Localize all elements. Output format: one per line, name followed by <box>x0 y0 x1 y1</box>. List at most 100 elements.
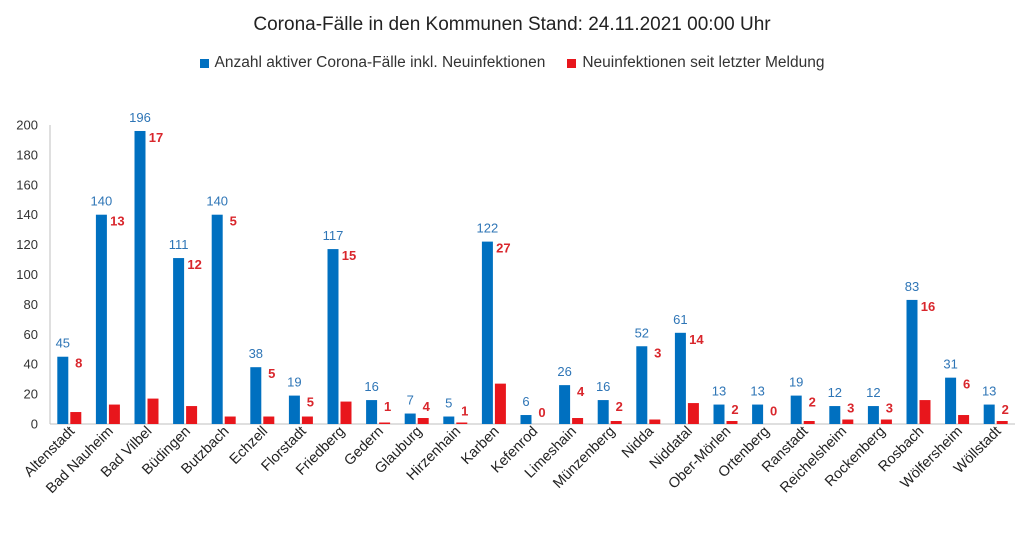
bar-new-infections <box>301 416 313 424</box>
bar-active-cases <box>713 404 725 424</box>
legend-label-active-cases: Anzahl aktiver Corona-Fälle inkl. Neuinf… <box>214 54 546 71</box>
y-tick-label: 80 <box>24 297 38 312</box>
data-label-new-infections: 5 <box>230 214 237 229</box>
data-label-active-cases: 26 <box>557 364 571 379</box>
data-label-new-infections: 5 <box>268 366 275 381</box>
y-tick-label: 120 <box>16 237 38 252</box>
bar-new-infections <box>379 422 391 424</box>
y-tick-label: 160 <box>16 177 38 192</box>
data-label-active-cases: 13 <box>982 384 996 399</box>
bar-active-cases <box>636 346 648 424</box>
data-label-active-cases: 83 <box>905 279 919 294</box>
bar-new-infections <box>842 419 854 424</box>
data-label-active-cases: 6 <box>522 394 529 409</box>
data-label-active-cases: 140 <box>206 194 228 209</box>
bar-active-cases <box>443 416 455 424</box>
bar-new-infections <box>958 415 970 424</box>
data-label-active-cases: 122 <box>477 221 499 236</box>
bar-active-cases <box>57 356 69 424</box>
bar-new-infections <box>340 401 352 424</box>
bar-new-infections <box>919 400 931 424</box>
legend-label-new-infections: Neuinfektionen seit letzter Meldung <box>582 54 825 71</box>
y-tick-label: 40 <box>24 357 38 372</box>
data-label-new-infections: 15 <box>342 248 356 263</box>
data-label-new-infections: 0 <box>538 405 545 420</box>
y-tick-label: 20 <box>24 387 38 402</box>
bar-active-cases <box>211 214 223 424</box>
data-label-new-infections: 4 <box>577 384 585 399</box>
data-label-new-infections: 6 <box>963 377 970 392</box>
bar-new-infections <box>224 416 236 424</box>
bar-new-infections <box>108 404 120 424</box>
data-label-active-cases: 5 <box>445 396 452 411</box>
legend: Anzahl aktiver Corona-Fälle inkl. Neuinf… <box>0 54 1024 72</box>
data-label-active-cases: 61 <box>673 312 687 327</box>
bar-active-cases <box>829 406 841 424</box>
data-label-new-infections: 1 <box>461 404 468 419</box>
bar-new-infections <box>147 398 159 424</box>
data-label-active-cases: 117 <box>323 228 344 243</box>
y-tick-label: 140 <box>16 207 38 222</box>
bar-new-infections <box>996 421 1008 424</box>
bar-new-infections <box>726 421 738 424</box>
data-label-active-cases: 19 <box>287 375 301 390</box>
bar-new-infections <box>687 403 699 424</box>
bar-new-infections <box>417 418 429 424</box>
bar-new-infections <box>456 422 468 424</box>
bar-active-cases <box>481 241 493 424</box>
legend-swatch-blue <box>199 58 209 68</box>
bar-new-infections <box>610 421 622 424</box>
data-label-new-infections: 0 <box>770 404 777 419</box>
bar-active-cases <box>250 367 262 424</box>
bar-new-infections <box>70 412 82 424</box>
data-label-active-cases: 38 <box>249 346 263 361</box>
data-label-active-cases: 13 <box>750 384 764 399</box>
y-tick-label: 200 <box>16 118 38 133</box>
bar-active-cases <box>752 404 764 424</box>
bar-active-cases <box>983 404 995 424</box>
data-label-active-cases: 111 <box>169 237 189 252</box>
data-label-active-cases: 12 <box>866 385 880 400</box>
data-label-new-infections: 13 <box>110 214 124 229</box>
legend-swatch-red <box>567 58 577 68</box>
data-label-new-infections: 3 <box>847 401 854 416</box>
data-label-active-cases: 52 <box>635 325 649 340</box>
bar-active-cases <box>134 130 146 425</box>
data-label-new-infections: 12 <box>187 257 201 272</box>
x-category-label: Bad Nauheim <box>43 424 116 497</box>
y-tick-label: 60 <box>24 327 38 342</box>
data-label-active-cases: 16 <box>364 379 378 394</box>
data-label-new-infections: 2 <box>731 402 738 417</box>
bar-active-cases <box>288 395 300 424</box>
data-label-active-cases: 12 <box>828 385 842 400</box>
data-label-active-cases: 31 <box>943 357 957 372</box>
data-label-new-infections: 1 <box>384 399 391 414</box>
bar-active-cases <box>327 249 339 424</box>
bar-active-cases <box>906 299 918 424</box>
bar-active-cases <box>559 385 571 424</box>
legend-item-new-infections: Neuinfektionen seit letzter Meldung <box>567 54 824 72</box>
bar-active-cases <box>404 413 416 424</box>
data-label-new-infections: 3 <box>654 345 661 360</box>
data-label-new-infections: 16 <box>921 299 935 314</box>
data-label-active-cases: 16 <box>596 379 610 394</box>
y-tick-label: 100 <box>16 267 38 282</box>
data-label-active-cases: 45 <box>56 336 70 351</box>
bar-active-cases <box>173 258 185 424</box>
bar-new-infections <box>803 421 815 424</box>
bar-active-cases <box>674 332 686 424</box>
data-label-new-infections: 2 <box>616 399 623 414</box>
data-label-new-infections: 5 <box>307 395 314 410</box>
bar-new-infections <box>880 419 892 424</box>
data-label-active-cases: 19 <box>789 375 803 390</box>
y-tick-label: 180 <box>16 147 38 162</box>
legend-item-active-cases: Anzahl aktiver Corona-Fälle inkl. Neuinf… <box>199 54 546 72</box>
chart-title: Corona-Fälle in den Kommunen Stand: 24.1… <box>253 14 771 35</box>
bar-active-cases <box>520 415 532 424</box>
data-label-new-infections: 27 <box>496 241 510 256</box>
data-label-new-infections: 4 <box>423 399 431 414</box>
bar-active-cases <box>95 214 107 424</box>
data-label-active-cases: 7 <box>407 393 414 408</box>
data-label-new-infections: 14 <box>689 332 704 347</box>
